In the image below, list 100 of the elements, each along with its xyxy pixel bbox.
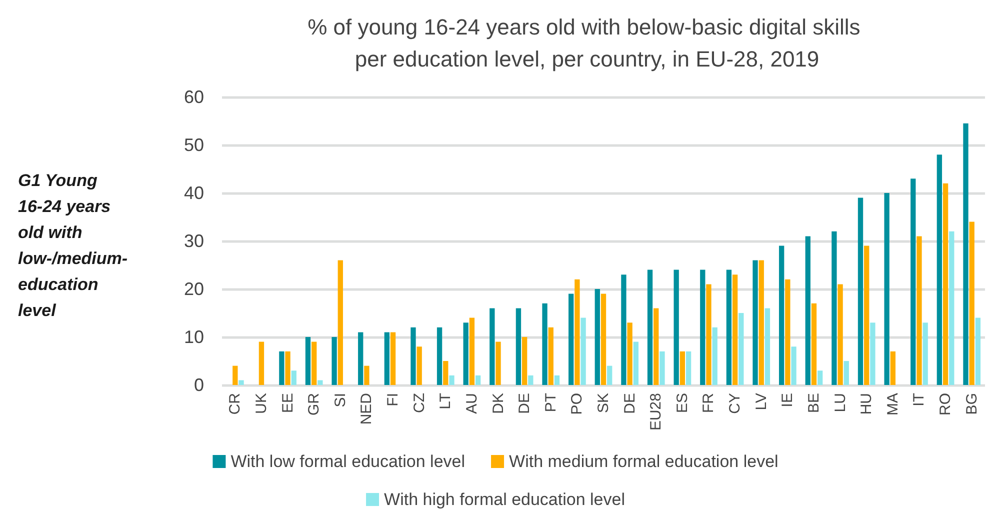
x-tick-label: FI [384,393,402,406]
bar [785,279,790,385]
bar [332,337,337,385]
bar [969,222,974,385]
bar [285,351,290,385]
bar [832,231,837,385]
bar [528,375,534,385]
x-tick-label: EE [279,393,296,414]
bar [384,332,390,385]
y-tick-label: 40 [184,183,204,203]
bar [922,322,928,385]
bar [738,313,744,385]
y-tick-label: 20 [184,279,204,299]
bar [870,322,876,385]
bar [791,346,796,385]
bar [607,366,612,385]
x-tick-label: CR [226,392,244,415]
bar [700,270,706,385]
bar [858,198,864,385]
bar [305,337,311,385]
x-tick-label: RO [937,393,954,416]
bar [416,346,422,385]
bar [238,380,244,385]
bar [490,308,495,385]
x-tick-label: IT [910,393,928,406]
bar [279,351,284,385]
bar [864,246,870,385]
bar [884,193,890,385]
bar [686,351,692,385]
bar [844,361,849,385]
bar [752,260,758,385]
x-tick-label: GR [306,392,323,416]
bar [554,375,560,385]
bar [358,332,364,385]
bar [712,327,718,385]
bar [778,246,784,385]
x-tick-label: IE [779,393,796,408]
x-tick-label: ES [674,393,691,414]
bar [436,327,442,385]
bar [674,270,679,385]
bar [758,260,764,385]
bar [916,236,922,385]
x-tick-label: CY [726,393,744,414]
bar [390,332,396,385]
bar [475,375,481,385]
x-tick-label: HU [858,393,876,415]
bar [936,154,942,385]
text: G1 Young 16-24 years old with low-/medium-education level [18,170,128,322]
y-tick-label: 50 [184,135,204,155]
legend-label: With medium formal education level [509,452,778,471]
x-tick-label: DK [490,393,507,414]
bar [680,351,686,385]
bar [580,318,586,385]
legend-label: With high formal education level [384,490,625,509]
y-tick-label: 60 [184,87,204,107]
x-tick-label: SI [332,393,349,408]
bar [318,380,323,385]
x-tick-label: CZ [410,393,428,413]
bar [522,337,528,385]
chart-title: % of young 16-24 years old with below-basic digital skills per education level, per country, in EU-28, 2019 [308,14,866,72]
bar [338,260,343,385]
bar [910,178,916,385]
bar [312,342,317,385]
x-tick-label: DE [516,393,534,414]
bar [463,322,468,385]
bar [258,342,264,385]
bar [811,303,817,385]
x-tick-label: LV [752,393,770,410]
bar [232,366,238,385]
bar [542,303,548,385]
bar [963,123,968,385]
y-tick-label: 0 [194,375,204,395]
bar [890,351,896,385]
bar [949,231,954,385]
bar [975,318,981,385]
x-tick-label: FR [700,392,718,413]
bar [805,236,810,385]
bar [548,327,554,385]
bar [764,308,770,385]
bar [410,327,416,385]
bar [291,370,296,385]
bar [726,270,732,385]
x-tick-label: DE [621,393,638,414]
x-tick-label: BG [963,393,980,415]
bar [600,294,606,385]
bar [443,361,448,385]
x-tick-label: UK [252,393,270,414]
bar [496,342,501,385]
bar [469,318,475,385]
bar [568,294,574,385]
bar [574,279,580,385]
bar [594,289,600,385]
bar [817,370,823,385]
x-tick-label: BE [805,393,822,414]
bar [654,308,659,385]
bar [647,270,653,385]
bar [660,351,665,385]
bar [706,284,712,385]
x-tick-label: AU [463,393,480,414]
bar [516,308,522,385]
